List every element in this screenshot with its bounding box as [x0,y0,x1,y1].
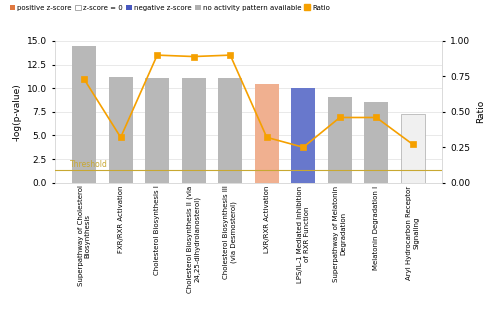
Bar [255,84,279,183]
Bar [218,78,242,183]
Y-axis label: -log(p-value): -log(p-value) [12,83,21,141]
Legend: positive z-score, z-score = 0, negative z-score, no activity pattern available, : positive z-score, z-score = 0, negative … [8,3,331,12]
Bar [328,97,352,183]
Y-axis label: Ratio: Ratio [476,100,485,123]
Bar [401,114,425,183]
Text: Threshold: Threshold [70,159,107,169]
Bar [109,77,133,183]
Bar [182,78,206,183]
Bar [72,46,96,183]
Bar [145,78,169,183]
Bar [364,102,388,183]
Bar [291,88,315,183]
